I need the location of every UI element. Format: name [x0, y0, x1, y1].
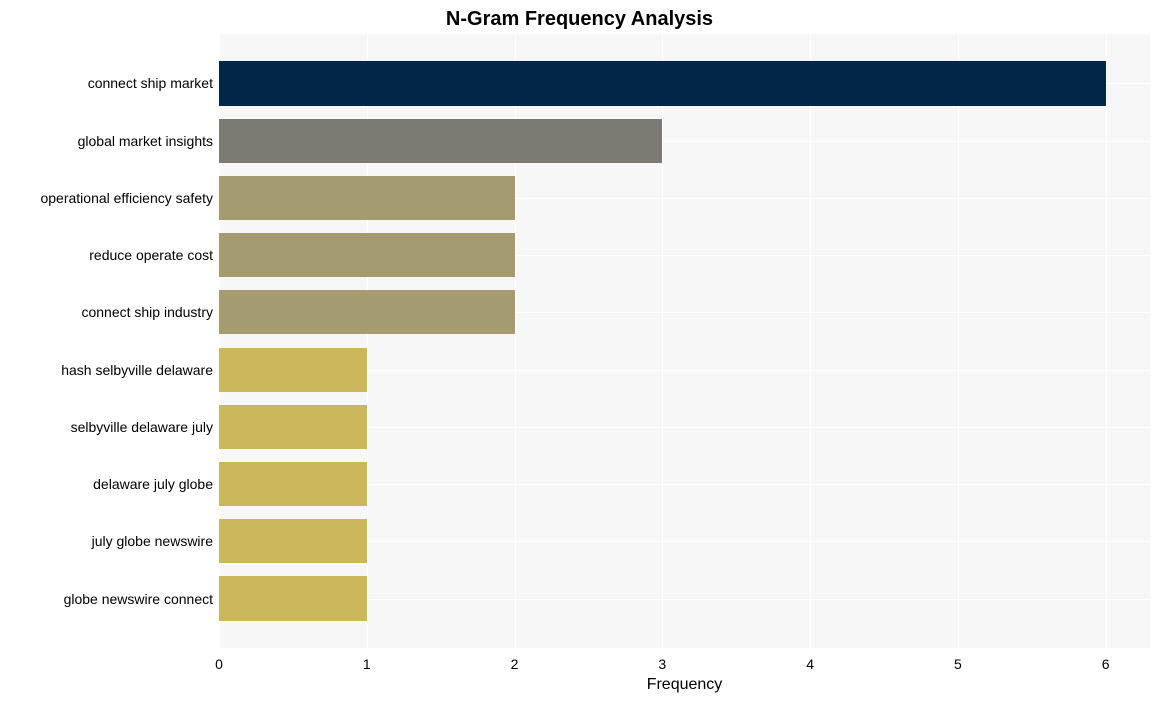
xaxis-title: Frequency	[219, 676, 1150, 694]
ytick-label: global market insights	[78, 133, 213, 149]
bar	[219, 462, 367, 506]
bar	[219, 233, 515, 277]
ytick-label: globe newswire connect	[64, 591, 213, 607]
ytick-label: july globe newswire	[92, 533, 213, 549]
ytick-label: delaware july globe	[93, 476, 213, 492]
bar	[219, 405, 367, 449]
ytick-label: reduce operate cost	[89, 247, 213, 263]
bar	[219, 61, 1106, 105]
gridline	[958, 34, 959, 648]
xtick-label: 0	[215, 656, 223, 672]
gridline	[1106, 34, 1107, 648]
bar	[219, 519, 367, 563]
ytick-label: connect ship market	[88, 75, 213, 91]
xtick-label: 6	[1102, 656, 1110, 672]
ytick-label: operational efficiency safety	[40, 190, 213, 206]
ytick-label: hash selbyville delaware	[61, 362, 213, 378]
ngram-frequency-chart: N-Gram Frequency Analysis Frequency 0 1 2 3…	[0, 0, 1159, 701]
bar	[219, 576, 367, 620]
xtick-label: 2	[511, 656, 519, 672]
chart-title: N-Gram Frequency Analysis	[0, 8, 1159, 31]
bar	[219, 290, 515, 334]
ytick-label: connect ship industry	[81, 304, 213, 320]
xtick-label: 1	[363, 656, 371, 672]
plot-area	[219, 34, 1150, 648]
xtick-label: 4	[806, 656, 814, 672]
gridline	[662, 34, 663, 648]
gridline	[810, 34, 811, 648]
ytick-label: selbyville delaware july	[71, 419, 213, 435]
bar	[219, 119, 662, 163]
bar	[219, 176, 515, 220]
xtick-label: 5	[954, 656, 962, 672]
xtick-label: 3	[658, 656, 666, 672]
bar	[219, 348, 367, 392]
